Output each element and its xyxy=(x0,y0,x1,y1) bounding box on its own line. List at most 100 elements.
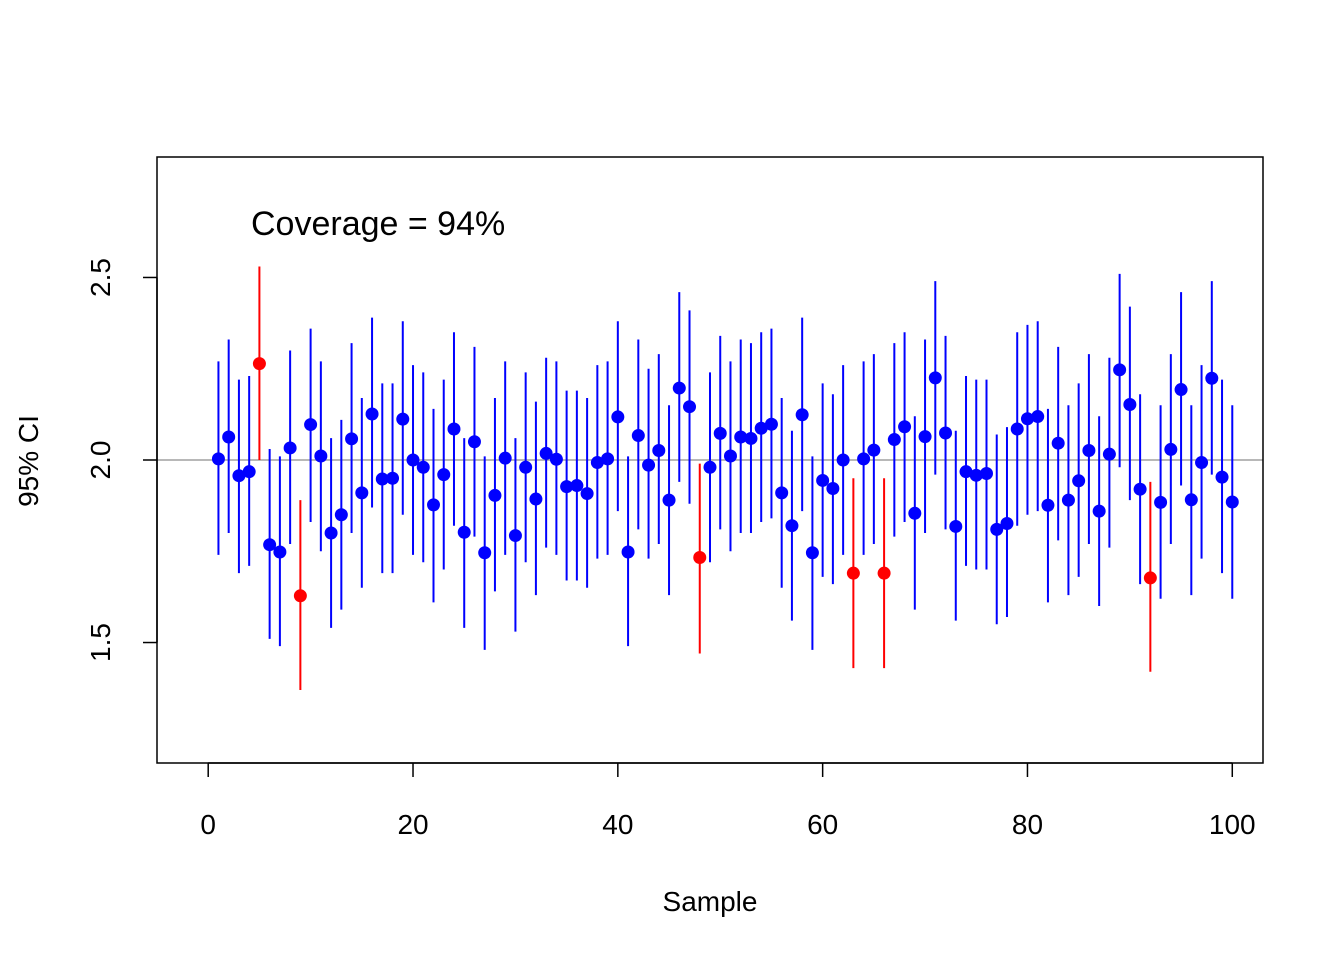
estimate-point-37 xyxy=(580,487,594,501)
estimate-point-71 xyxy=(928,371,942,385)
estimate-point-68 xyxy=(898,420,912,434)
estimate-point-42 xyxy=(631,429,645,443)
estimate-point-38 xyxy=(590,456,604,470)
estimate-point-60 xyxy=(816,473,830,487)
estimate-point-90 xyxy=(1123,398,1137,412)
estimate-point-89 xyxy=(1113,363,1127,377)
x-tick-label-40: 40 xyxy=(602,809,633,840)
estimate-point-96 xyxy=(1184,493,1198,507)
estimate-point-23 xyxy=(437,468,451,482)
estimate-point-54 xyxy=(754,421,768,435)
x-axis-label: Sample xyxy=(663,886,758,917)
estimate-point-25 xyxy=(457,525,471,539)
estimate-point-69 xyxy=(908,506,922,520)
estimate-point-34 xyxy=(549,452,563,466)
estimate-point-35 xyxy=(560,480,574,494)
estimate-point-63 xyxy=(846,566,860,580)
y-tick-label-2: 2.0 xyxy=(85,441,116,480)
estimate-point-51 xyxy=(723,449,737,463)
estimate-point-88 xyxy=(1102,447,1116,461)
estimate-point-99 xyxy=(1215,470,1229,484)
x-tick-label-100: 100 xyxy=(1209,809,1256,840)
estimate-point-17 xyxy=(375,472,389,486)
estimate-point-70 xyxy=(918,430,932,444)
estimate-point-30 xyxy=(508,529,522,543)
estimate-point-66 xyxy=(877,566,891,580)
estimate-point-12 xyxy=(324,526,338,540)
estimate-point-56 xyxy=(775,486,789,500)
estimate-point-83 xyxy=(1051,436,1065,450)
estimate-point-20 xyxy=(406,453,420,467)
estimate-point-67 xyxy=(887,433,901,447)
estimate-point-84 xyxy=(1061,493,1075,507)
estimate-point-85 xyxy=(1072,474,1086,488)
x-tick-label-60: 60 xyxy=(807,809,838,840)
estimate-point-97 xyxy=(1195,456,1209,470)
estimate-point-73 xyxy=(949,519,963,533)
y-axis-label: 95% CI xyxy=(13,415,44,507)
estimate-point-94 xyxy=(1164,442,1178,456)
estimate-point-16 xyxy=(365,407,379,421)
estimate-point-29 xyxy=(498,451,512,465)
estimate-point-82 xyxy=(1041,498,1055,512)
estimate-point-10 xyxy=(304,418,318,432)
estimate-point-65 xyxy=(867,443,881,457)
estimate-point-47 xyxy=(683,400,697,414)
y-axis: 1.5 2.0 2.5 xyxy=(85,258,158,662)
estimate-point-44 xyxy=(652,444,666,458)
x-axis: 0 20 40 60 80 100 xyxy=(200,762,1256,840)
estimate-point-43 xyxy=(642,458,656,472)
estimate-point-21 xyxy=(416,460,430,474)
estimate-point-19 xyxy=(396,412,410,426)
estimate-point-8 xyxy=(283,441,297,455)
estimate-point-91 xyxy=(1133,482,1147,496)
estimate-point-81 xyxy=(1031,410,1045,424)
estimate-point-31 xyxy=(519,460,533,474)
estimate-point-80 xyxy=(1020,412,1034,426)
estimate-point-86 xyxy=(1082,444,1096,458)
estimate-point-13 xyxy=(334,508,348,522)
estimate-point-18 xyxy=(386,471,400,485)
estimate-point-33 xyxy=(539,446,553,460)
estimate-point-14 xyxy=(345,432,359,446)
estimate-point-62 xyxy=(836,453,850,467)
estimate-point-61 xyxy=(826,481,840,495)
estimate-point-15 xyxy=(355,486,369,500)
estimate-point-72 xyxy=(939,426,953,440)
estimate-point-1 xyxy=(211,452,225,466)
estimate-point-46 xyxy=(672,381,686,395)
estimate-point-87 xyxy=(1092,504,1106,518)
estimate-point-48 xyxy=(693,550,707,564)
x-tick-label-20: 20 xyxy=(397,809,428,840)
coverage-annotation: Coverage = 94% xyxy=(251,205,505,243)
estimate-point-41 xyxy=(621,545,635,559)
estimate-point-77 xyxy=(990,522,1004,536)
estimate-point-50 xyxy=(713,426,727,440)
estimate-point-11 xyxy=(314,449,328,463)
x-tick-label-0: 0 xyxy=(200,809,216,840)
estimate-point-58 xyxy=(795,408,809,422)
estimate-point-36 xyxy=(570,479,584,493)
estimate-point-32 xyxy=(529,492,543,506)
estimate-points-layer xyxy=(211,357,1239,603)
estimate-point-2 xyxy=(222,430,236,444)
estimate-point-93 xyxy=(1154,495,1168,509)
estimate-point-39 xyxy=(601,452,615,466)
estimate-point-79 xyxy=(1010,422,1024,436)
estimate-point-45 xyxy=(662,493,676,507)
estimate-point-78 xyxy=(1000,517,1014,531)
estimate-point-100 xyxy=(1225,495,1239,509)
estimate-point-76 xyxy=(980,467,993,481)
estimate-point-4 xyxy=(242,465,256,479)
estimate-point-22 xyxy=(427,498,440,512)
estimate-point-57 xyxy=(785,519,799,533)
x-tick-label-80: 80 xyxy=(1012,809,1043,840)
estimate-point-5 xyxy=(252,357,266,371)
estimate-point-98 xyxy=(1205,371,1219,385)
estimate-point-52 xyxy=(734,430,748,444)
estimate-point-28 xyxy=(488,488,502,502)
estimate-point-75 xyxy=(969,468,983,482)
estimate-point-49 xyxy=(703,460,717,474)
y-tick-label-1.5: 1.5 xyxy=(85,623,116,662)
